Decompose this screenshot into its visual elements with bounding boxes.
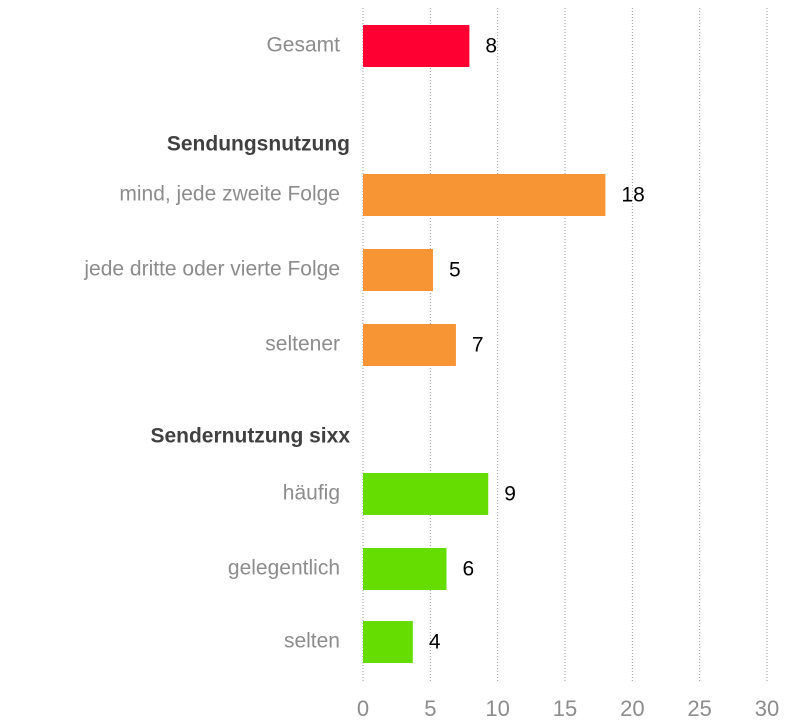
category-label: häufig xyxy=(283,482,340,505)
value-label: 8 xyxy=(485,35,497,58)
bar xyxy=(363,324,456,366)
category-label: mind, jede zweite Folge xyxy=(119,183,340,206)
x-tick-label: 30 xyxy=(755,696,779,721)
value-label: 18 xyxy=(621,184,644,207)
value-label: 4 xyxy=(429,631,441,654)
group-header: Sendungsnutzung xyxy=(167,133,350,156)
bar xyxy=(363,249,434,291)
bar xyxy=(363,473,489,515)
category-label: Gesamt xyxy=(266,34,340,57)
bar xyxy=(363,621,413,663)
value-label: 7 xyxy=(472,334,484,357)
group-header: Sendernutzung sixx xyxy=(150,425,350,448)
category-label: selten xyxy=(284,630,340,653)
x-tick-label: 15 xyxy=(553,696,577,721)
value-label: 5 xyxy=(449,259,461,282)
bar xyxy=(363,174,606,216)
bar xyxy=(363,548,447,590)
value-label: 9 xyxy=(504,483,516,506)
category-label: seltener xyxy=(265,333,340,356)
bar xyxy=(363,25,470,67)
x-tick-label: 0 xyxy=(357,696,369,721)
category-label: jede dritte oder vierte Folge xyxy=(83,258,340,281)
x-tick-label: 10 xyxy=(485,696,509,721)
category-label: gelegentlich xyxy=(228,557,340,580)
x-tick-label: 5 xyxy=(424,696,436,721)
x-tick-label: 25 xyxy=(687,696,711,721)
value-label: 6 xyxy=(462,558,474,581)
x-tick-label: 20 xyxy=(620,696,644,721)
